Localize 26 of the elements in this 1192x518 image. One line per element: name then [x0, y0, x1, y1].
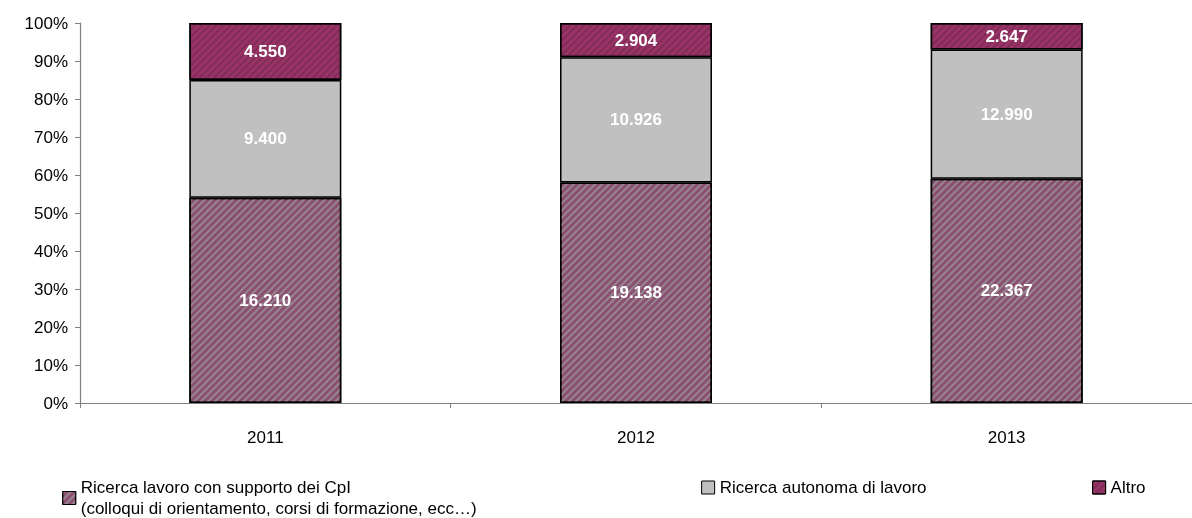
annotation: 2.647	[985, 26, 1028, 46]
annotation: 19.138	[610, 283, 662, 303]
annotation: 22.367	[980, 281, 1033, 301]
annotation: 9.400	[244, 129, 287, 149]
y-tick-label: 50%	[33, 203, 68, 223]
y-tick-label: 40%	[33, 241, 68, 261]
annotation: 2.904	[614, 30, 658, 50]
x-tick-label: 2011	[247, 428, 284, 447]
legend-label: Ricerca lavoro con supporto dei CpI (colloqui di orientamento, corsi di formazione, ecc…)	[80, 478, 477, 518]
annotation: 16.210	[239, 290, 292, 310]
y-tick-label: 80%	[33, 89, 68, 109]
y-tick-label: 0%	[43, 393, 68, 413]
y-tick-label: 30%	[33, 279, 68, 299]
y-tick-label: 10%	[33, 355, 68, 375]
legend-label: Altro	[1110, 478, 1146, 497]
annotation: 4.550	[244, 42, 287, 61]
x-tick-label: 2013	[987, 428, 1026, 447]
legend-label: Ricerca autonoma di lavoro	[719, 478, 927, 497]
annotation: 10.926	[610, 110, 662, 130]
y-tick-label: 90%	[33, 51, 68, 71]
y-tick-label: 70%	[33, 127, 68, 147]
y-tick-label: 60%	[33, 165, 68, 185]
y-tick-label: 20%	[33, 317, 68, 337]
annotation: 12.990	[980, 104, 1033, 124]
x-tick-label: 2012	[617, 428, 655, 447]
y-tick-label: 100%	[24, 13, 68, 33]
